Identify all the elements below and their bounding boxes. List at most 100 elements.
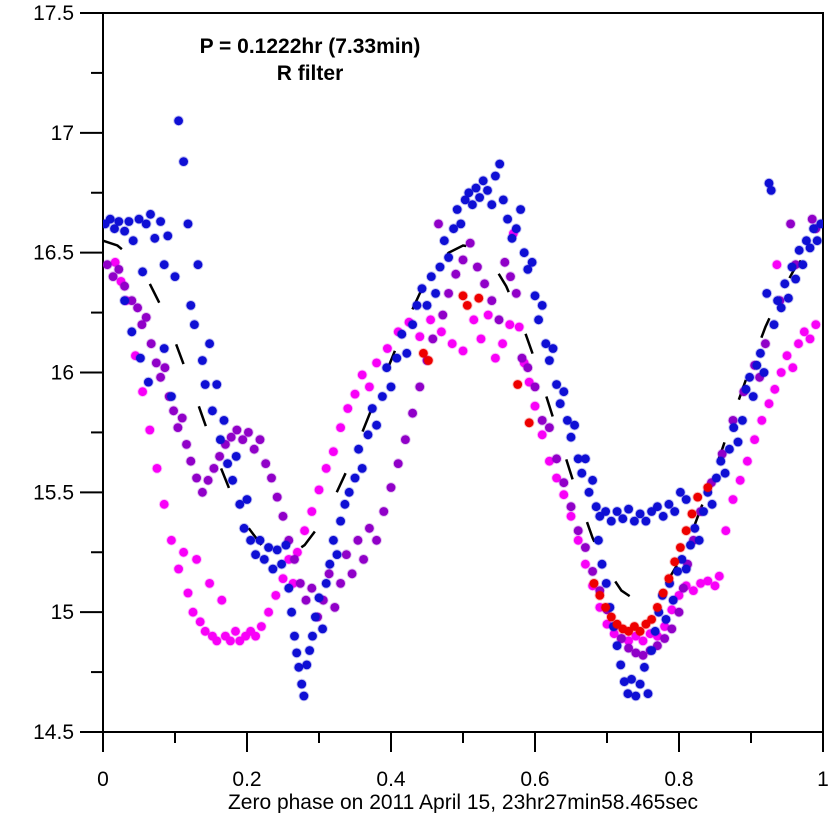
data-point bbox=[811, 235, 823, 247]
data-point bbox=[341, 549, 352, 560]
data-point bbox=[230, 451, 242, 462]
data-point bbox=[713, 570, 725, 582]
data-point bbox=[600, 506, 611, 517]
data-point bbox=[158, 343, 170, 354]
data-point bbox=[740, 383, 752, 395]
data-point bbox=[760, 338, 771, 350]
data-point bbox=[346, 568, 358, 580]
data-point bbox=[540, 338, 552, 350]
data-point bbox=[513, 321, 525, 333]
data-point bbox=[675, 486, 686, 498]
data-point bbox=[227, 474, 238, 486]
data-point bbox=[611, 640, 623, 651]
data-point bbox=[296, 678, 308, 690]
data-point bbox=[234, 635, 246, 647]
data-point bbox=[680, 494, 692, 505]
data-point bbox=[680, 563, 692, 575]
data-point bbox=[646, 506, 657, 517]
data-point bbox=[562, 415, 573, 426]
data-point bbox=[775, 302, 787, 314]
data-point bbox=[331, 549, 343, 560]
data-point bbox=[329, 602, 341, 613]
data-point bbox=[430, 288, 441, 299]
data-point bbox=[551, 472, 562, 484]
data-point bbox=[371, 357, 382, 369]
data-point bbox=[243, 427, 254, 438]
data-point bbox=[266, 472, 277, 484]
data-point bbox=[588, 578, 600, 589]
data-point bbox=[289, 630, 300, 642]
data-point bbox=[451, 204, 463, 215]
data-point bbox=[470, 182, 482, 194]
data-point bbox=[396, 328, 408, 340]
data-point bbox=[289, 554, 300, 565]
data-point bbox=[596, 558, 608, 570]
data-point bbox=[353, 443, 364, 455]
data-point bbox=[634, 678, 646, 690]
data-point bbox=[328, 534, 339, 546]
data-point bbox=[499, 256, 511, 268]
x-axis-title: Zero phase on 2011 April 15, 23hr27min58… bbox=[227, 791, 699, 813]
data-point bbox=[749, 434, 760, 445]
data-point bbox=[423, 355, 434, 366]
data-point bbox=[558, 477, 570, 489]
data-point bbox=[565, 510, 577, 522]
data-point bbox=[709, 580, 721, 592]
data-point bbox=[663, 573, 675, 584]
data-point bbox=[271, 491, 283, 503]
data-point bbox=[630, 690, 642, 702]
data-point bbox=[652, 501, 663, 513]
data-point bbox=[680, 525, 692, 536]
data-point bbox=[421, 300, 433, 311]
data-point bbox=[626, 673, 637, 685]
data-point bbox=[600, 578, 612, 589]
data-point bbox=[734, 474, 746, 486]
y-tick-label: 17.5 bbox=[33, 2, 74, 25]
data-point bbox=[385, 482, 397, 493]
data-point bbox=[378, 506, 390, 517]
data-point bbox=[502, 213, 513, 225]
data-point bbox=[231, 424, 243, 436]
data-point bbox=[172, 422, 184, 433]
data-point bbox=[689, 522, 701, 534]
data-point bbox=[516, 352, 528, 364]
data-point bbox=[166, 534, 177, 546]
data-point bbox=[457, 290, 469, 302]
data-point bbox=[256, 621, 267, 632]
data-point bbox=[245, 534, 256, 546]
data-point bbox=[775, 367, 787, 378]
data-point bbox=[107, 271, 119, 282]
data-point bbox=[119, 280, 130, 292]
data-point bbox=[804, 242, 816, 254]
data-point bbox=[657, 510, 669, 522]
data-point bbox=[706, 498, 718, 510]
data-point bbox=[136, 319, 148, 330]
data-point bbox=[666, 623, 678, 635]
data-point bbox=[123, 216, 135, 227]
data-point bbox=[286, 606, 297, 618]
data-point bbox=[159, 362, 171, 374]
data-point bbox=[151, 357, 162, 369]
data-point bbox=[787, 362, 799, 374]
data-point bbox=[191, 554, 202, 565]
data-point bbox=[313, 592, 325, 604]
data-point bbox=[248, 443, 260, 455]
data-point bbox=[182, 218, 194, 230]
data-point bbox=[450, 268, 462, 280]
data-point bbox=[407, 407, 418, 419]
data-point bbox=[510, 288, 522, 299]
x-tick-label: 0.2 bbox=[232, 768, 261, 791]
data-point bbox=[407, 319, 418, 330]
data-point bbox=[427, 333, 439, 345]
data-point bbox=[211, 635, 223, 647]
data-point bbox=[482, 309, 494, 321]
data-point bbox=[518, 247, 530, 259]
data-point bbox=[438, 235, 450, 247]
data-point bbox=[113, 216, 125, 227]
data-point bbox=[587, 566, 598, 577]
data-point bbox=[189, 319, 200, 330]
data-point bbox=[277, 510, 289, 522]
data-point bbox=[425, 314, 436, 326]
data-point bbox=[323, 568, 335, 580]
data-point bbox=[119, 225, 130, 237]
